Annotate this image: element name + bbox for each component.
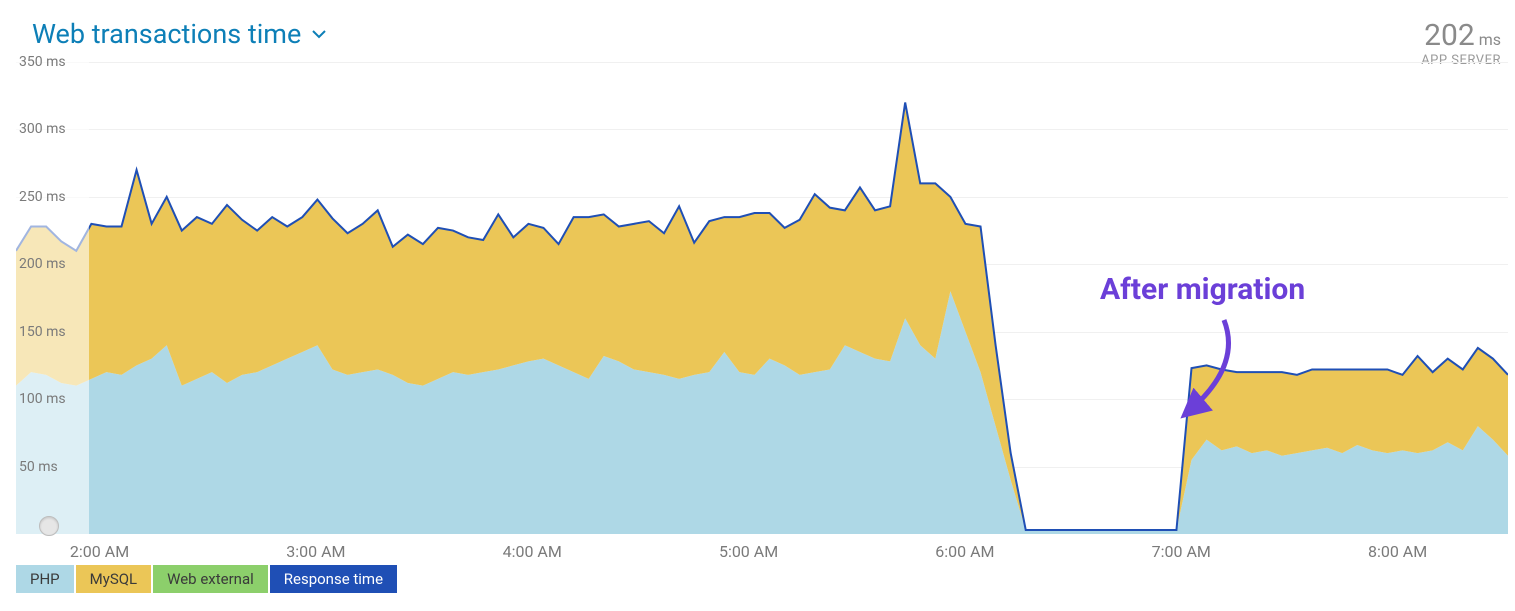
x-tick-label: 4:00 AM (503, 542, 562, 561)
x-tick-label: 2:00 AM (70, 542, 129, 561)
x-tick-label: 7:00 AM (1152, 542, 1211, 561)
y-tick-label: 250 ms (19, 189, 66, 205)
legend-item[interactable]: Response time (270, 565, 397, 593)
y-tick-label: 200 ms (19, 256, 66, 272)
legend-item[interactable]: MySQL (76, 565, 152, 593)
x-tick-label: 5:00 AM (719, 542, 778, 561)
y-tick-label: 300 ms (19, 121, 66, 137)
metric-unit: ms (1479, 30, 1501, 49)
y-tick-label: 150 ms (19, 324, 66, 340)
x-tick-label: 3:00 AM (286, 542, 345, 561)
y-tick-label: 100 ms (19, 391, 66, 407)
legend-item[interactable]: PHP (16, 565, 74, 593)
chart-title-dropdown[interactable]: Web transactions time (32, 18, 327, 50)
metric-value: 202 (1424, 18, 1475, 53)
metric-display: 202 ms APP SERVER (1421, 18, 1501, 68)
time-marker[interactable] (39, 516, 59, 536)
x-tick-label: 8:00 AM (1368, 542, 1427, 561)
y-tick-label: 350 ms (19, 54, 66, 70)
chart-title: Web transactions time (32, 18, 301, 50)
x-tick-label: 6:00 AM (935, 542, 994, 561)
annotation-text: After migration (1100, 272, 1305, 307)
chevron-down-icon (311, 28, 327, 40)
legend-item[interactable]: Web external (153, 565, 268, 593)
chart-legend: PHPMySQLWeb externalResponse time (16, 565, 397, 593)
annotation-arrow (1163, 310, 1249, 432)
y-tick-label: 50 ms (19, 459, 58, 475)
chart-area[interactable]: 50 ms100 ms150 ms200 ms250 ms300 ms350 m… (16, 62, 1508, 540)
